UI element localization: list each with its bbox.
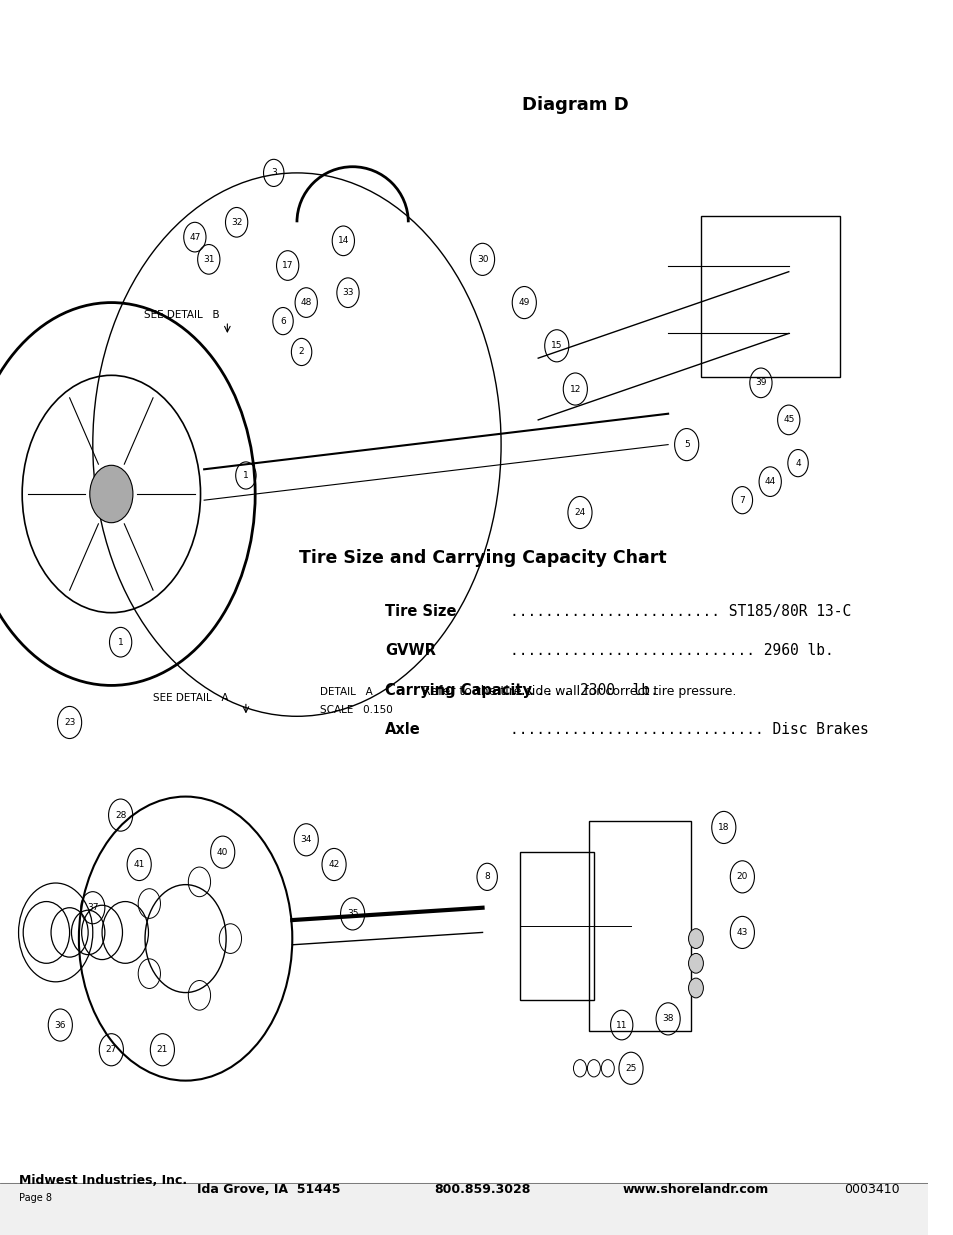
Text: 5: 5 — [683, 440, 689, 450]
Text: 40: 40 — [216, 847, 228, 857]
Text: 6: 6 — [280, 316, 286, 326]
Circle shape — [688, 978, 702, 998]
Text: 800.859.3028: 800.859.3028 — [434, 1183, 530, 1195]
Text: Axle: Axle — [385, 722, 420, 737]
Text: Refer to the tire side wall for correct tire pressure.: Refer to the tire side wall for correct … — [422, 685, 736, 698]
Text: 33: 33 — [342, 288, 354, 298]
Text: 36: 36 — [54, 1020, 66, 1030]
Text: SEE DETAIL   B: SEE DETAIL B — [144, 310, 219, 320]
Text: 8: 8 — [484, 872, 490, 882]
Text: 44: 44 — [763, 477, 775, 487]
Text: 0003410: 0003410 — [843, 1183, 900, 1195]
Bar — [0, 1183, 927, 1235]
Text: 3: 3 — [271, 168, 276, 178]
Text: 24: 24 — [574, 508, 585, 517]
Text: 18: 18 — [718, 823, 729, 832]
Text: 35: 35 — [347, 909, 358, 919]
Text: ............................. Disc Brakes: ............................. Disc Brake… — [510, 722, 868, 737]
Text: Tire Size: Tire Size — [385, 604, 456, 619]
Circle shape — [688, 953, 702, 973]
Text: 49: 49 — [518, 298, 530, 308]
Text: 12: 12 — [569, 384, 580, 394]
Text: DETAIL   A: DETAIL A — [320, 687, 373, 697]
Text: Diagram D: Diagram D — [521, 96, 628, 114]
Text: ....... 2300  lb.: ....... 2300 lb. — [510, 683, 659, 698]
Text: 15: 15 — [551, 341, 562, 351]
Text: 31: 31 — [203, 254, 214, 264]
Text: 38: 38 — [661, 1014, 673, 1024]
Text: 34: 34 — [300, 835, 312, 845]
Text: 2: 2 — [298, 347, 304, 357]
Text: www.shorelandr.com: www.shorelandr.com — [622, 1183, 768, 1195]
Text: Midwest Industries, Inc.: Midwest Industries, Inc. — [18, 1174, 187, 1187]
Text: 21: 21 — [156, 1045, 168, 1055]
Text: Ida Grove, IA  51445: Ida Grove, IA 51445 — [197, 1183, 340, 1195]
Text: GVWR: GVWR — [385, 643, 436, 658]
Text: 17: 17 — [282, 261, 294, 270]
Text: 1: 1 — [117, 637, 123, 647]
Text: 20: 20 — [736, 872, 747, 882]
Circle shape — [688, 929, 702, 948]
Text: 1: 1 — [243, 471, 249, 480]
Text: 11: 11 — [616, 1020, 627, 1030]
Text: 32: 32 — [231, 217, 242, 227]
Text: 23: 23 — [64, 718, 75, 727]
Text: SEE DETAIL   A: SEE DETAIL A — [152, 693, 229, 703]
Text: 7: 7 — [739, 495, 744, 505]
Text: 25: 25 — [624, 1063, 636, 1073]
Text: 39: 39 — [755, 378, 766, 388]
Text: 45: 45 — [782, 415, 794, 425]
Text: SCALE   0.150: SCALE 0.150 — [320, 705, 393, 715]
Circle shape — [90, 466, 132, 522]
Text: 41: 41 — [133, 860, 145, 869]
Text: 28: 28 — [114, 810, 126, 820]
Text: 42: 42 — [328, 860, 339, 869]
Text: 37: 37 — [87, 903, 98, 913]
Text: 30: 30 — [476, 254, 488, 264]
Text: ........................ ST185/80R 13-C: ........................ ST185/80R 13-C — [510, 604, 851, 619]
Text: 47: 47 — [189, 232, 200, 242]
Text: Page 8: Page 8 — [18, 1193, 51, 1203]
Text: 48: 48 — [300, 298, 312, 308]
Text: 27: 27 — [106, 1045, 117, 1055]
Bar — [519, 852, 594, 1000]
Text: Tire Size and Carrying Capacity Chart: Tire Size and Carrying Capacity Chart — [298, 550, 665, 567]
Text: Carrying Capacity: Carrying Capacity — [385, 683, 532, 698]
Text: 43: 43 — [736, 927, 747, 937]
Text: 4: 4 — [795, 458, 800, 468]
Text: ............................ 2960 lb.: ............................ 2960 lb. — [510, 643, 833, 658]
Text: 14: 14 — [337, 236, 349, 246]
